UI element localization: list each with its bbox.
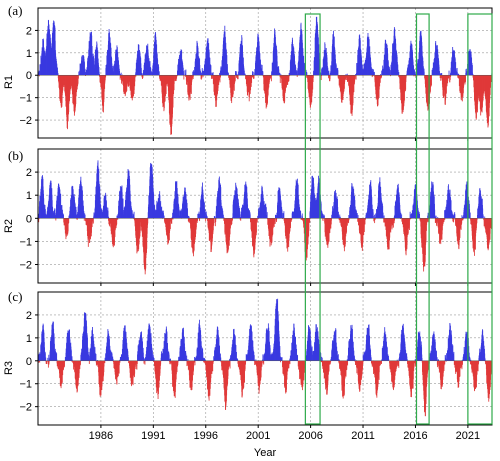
y-tick-label: 1 bbox=[26, 48, 32, 60]
bars bbox=[37, 160, 493, 275]
y-axis-label-r2: R2 bbox=[3, 219, 15, 233]
panel-label-b: (b) bbox=[8, 148, 23, 163]
panel-b: (b) R2 −2 −1 0 1 2 bbox=[3, 148, 493, 286]
y-tick-label: 2 bbox=[26, 25, 32, 37]
bars bbox=[37, 16, 493, 135]
y-tick-label: 0 bbox=[26, 213, 32, 225]
y-tick-label: −1 bbox=[19, 93, 32, 105]
y-tick-label: −2 bbox=[19, 260, 32, 272]
y-axis-label-r3: R3 bbox=[3, 361, 15, 375]
panel-label-c: (c) bbox=[8, 289, 22, 304]
y-tick-label: −2 bbox=[19, 115, 32, 127]
y-tick-label: 0 bbox=[26, 70, 32, 82]
y-tick-label: −1 bbox=[19, 236, 32, 248]
y-tick-label: 2 bbox=[26, 167, 32, 179]
panel-label-a: (a) bbox=[8, 3, 22, 18]
y-axis-label-r1: R1 bbox=[3, 75, 15, 89]
y-tick-label: 1 bbox=[26, 190, 32, 202]
bars bbox=[37, 298, 493, 417]
panel-a: (a) R1 −2 −1 0 1 2 bbox=[3, 3, 493, 141]
